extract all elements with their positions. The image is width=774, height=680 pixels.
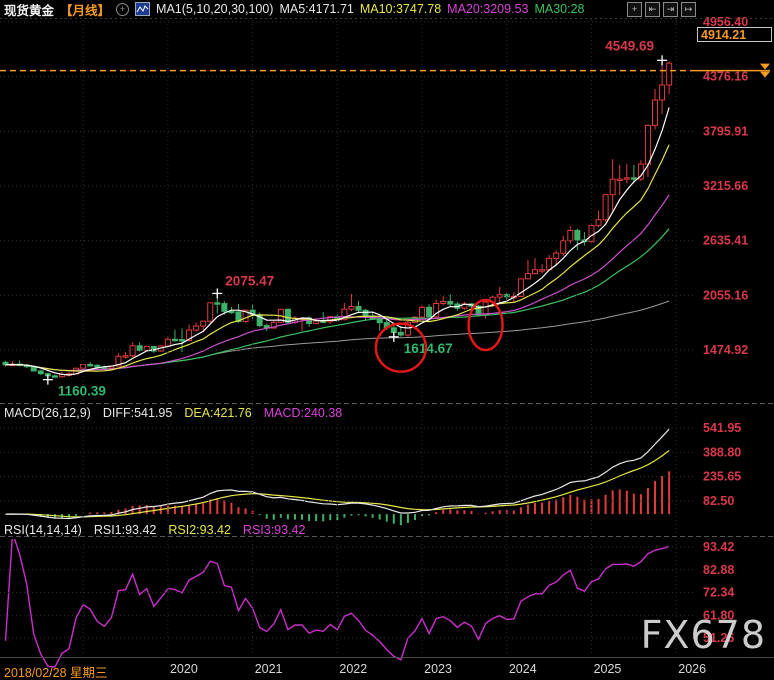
macd-params[interactable]: MACD(26,12,9) [4, 406, 91, 420]
add-indicator-icon[interactable]: + [116, 2, 130, 16]
current-price-label: 4914.21 [697, 27, 772, 42]
svg-text:3215.66: 3215.66 [703, 179, 748, 193]
macd-header: MACD(26,12,9) DIFF:541.95 DEA:421.76 MAC… [4, 406, 342, 420]
svg-text:1160.39: 1160.39 [58, 384, 106, 399]
svg-text:82.50: 82.50 [703, 494, 734, 508]
svg-text:4549.69: 4549.69 [605, 38, 654, 53]
svg-text:51.26: 51.26 [703, 631, 734, 645]
period-label[interactable]: 【月线】 [60, 3, 111, 18]
ma10-value: MA10:3747.78 [359, 2, 442, 16]
time-axis: 2018/02/28 星期三 2020 2021 2022 2023 2024 2025 2… [0, 658, 774, 680]
ma5-value: MA5:4171.71 [279, 2, 354, 16]
svg-text:3795.91: 3795.91 [703, 124, 748, 138]
svg-text:72.34: 72.34 [703, 586, 734, 600]
year-label: 2021 [254, 662, 283, 676]
year-label: 2022 [339, 662, 368, 676]
year-label: 2026 [678, 662, 707, 676]
rsi-params[interactable]: RSI(14,14,14) [4, 523, 82, 537]
symbol-name: 现货黄金 [4, 3, 55, 18]
svg-text:4376.16: 4376.16 [703, 70, 748, 84]
chart-type-icon[interactable] [135, 2, 151, 16]
svg-text:1614.67: 1614.67 [404, 341, 453, 356]
svg-text:61.80: 61.80 [703, 608, 734, 622]
svg-text:2075.47: 2075.47 [225, 273, 274, 288]
rsi-header: RSI(14,14,14) RSI1:93.42 RSI2:93.42 RSI3… [4, 523, 305, 537]
svg-text:82.88: 82.88 [703, 563, 734, 577]
toolbar: 现货黄金 【月线】 + MA1(5,10,20,30,100) MA5:4171… [0, 0, 774, 18]
svg-text:541.95: 541.95 [703, 421, 741, 435]
macd-dea-value: DEA:421.76 [184, 406, 252, 420]
svg-text:2635.41: 2635.41 [703, 234, 748, 248]
rsi2-value: RSI2:93.42 [168, 523, 231, 537]
ma20-value: MA20:3209.53 [447, 2, 529, 16]
shift-right-icon[interactable]: ↦ [681, 2, 696, 17]
macd-diff-value: DIFF:541.95 [102, 406, 173, 420]
year-label: 2020 [169, 662, 198, 676]
year-label: 2025 [593, 662, 622, 676]
rsi3-value: RSI3:93.42 [242, 523, 306, 537]
svg-text:1474.92: 1474.92 [703, 343, 748, 357]
chart-toolbar-buttons: + ⇤ ⇥ ↦ [627, 2, 696, 17]
year-label: 2023 [424, 662, 452, 676]
rsi1-value: RSI1:93.42 [93, 523, 157, 537]
svg-text:93.42: 93.42 [703, 540, 734, 554]
axis-expand-icon[interactable]: ⇥ [663, 2, 678, 17]
svg-text:2055.16: 2055.16 [703, 288, 748, 302]
ma30-value: MA30:28 [534, 2, 585, 16]
pan-icon[interactable]: + [627, 2, 642, 17]
first-bar-date-label: 2018/02/28 星期三 [4, 666, 108, 680]
svg-text:388.80: 388.80 [703, 445, 741, 459]
ma-settings-label[interactable]: MA1(5,10,20,30,100) [156, 2, 274, 16]
axis-compress-icon[interactable]: ⇤ [645, 2, 660, 17]
fx678-watermark: FX678 [640, 613, 766, 657]
macd-macd-value: MACD:240.38 [263, 406, 343, 420]
svg-text:235.65: 235.65 [703, 470, 741, 484]
year-label: 2024 [508, 662, 537, 676]
